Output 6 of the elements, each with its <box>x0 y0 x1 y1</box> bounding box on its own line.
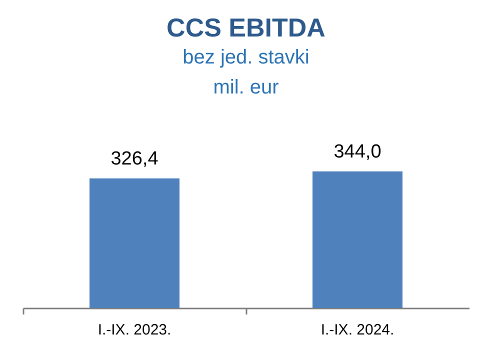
x-tick-label: I.-IX. 2023. <box>98 322 172 338</box>
chart-subtitle: bez jed. stavki mil. eur <box>182 46 310 98</box>
data-label: 326,4 <box>110 148 159 170</box>
data-label: 344,0 <box>334 141 382 162</box>
chart-title: CCS EBITDA <box>166 12 326 42</box>
x-tick-label: I.-IX. 2024. <box>320 322 394 338</box>
